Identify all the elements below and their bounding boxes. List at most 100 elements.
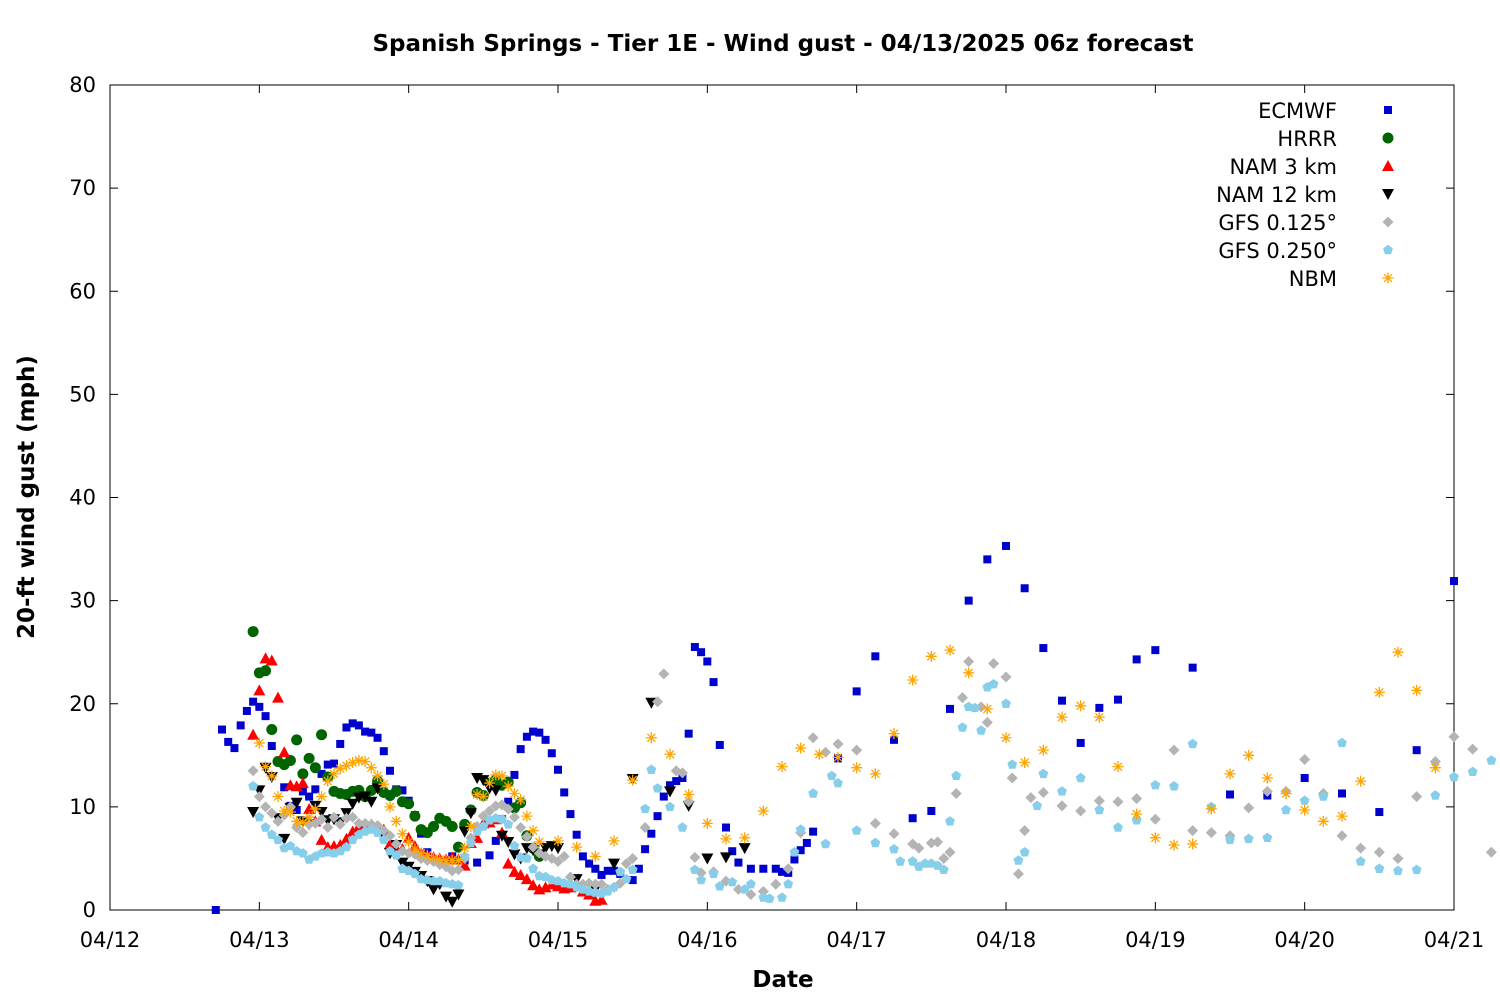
nam-12-km-point (552, 843, 564, 855)
ecmwf-point (504, 797, 513, 806)
nam-12-km-point (664, 786, 676, 798)
nbm-point (459, 842, 471, 854)
gfs-0-125-point (1299, 753, 1311, 765)
series-nbm (253, 644, 1441, 866)
x-tick-label: 04/21 (1424, 928, 1485, 952)
gfs-0-250-point (808, 788, 819, 798)
y-tick-label: 50 (69, 382, 96, 406)
x-axis: 04/12 04/13 04/14 04/15 04/16 04/17 04/18 04/19… (80, 85, 1485, 952)
nam-12-km-point (464, 808, 477, 820)
gfs-0-250-point (677, 822, 688, 832)
nbm-point (888, 728, 900, 740)
nam-12-km-point (278, 833, 291, 845)
ecmwf-point (690, 643, 699, 652)
nbm-point (907, 674, 919, 686)
ecmwf-point (566, 810, 575, 819)
ecmwf-point (535, 728, 544, 737)
nam-12-km-point (608, 858, 620, 870)
y-tick-label: 30 (69, 589, 96, 613)
ecmwf-point (715, 741, 724, 749)
legend-marker (1382, 189, 1394, 200)
ecmwf-point (1002, 541, 1010, 550)
gfs-0-125-point (938, 852, 950, 864)
ecmwf-point (628, 876, 637, 885)
gfs-0-125-point (963, 655, 975, 667)
nbm-point (720, 833, 732, 845)
gfs-0-250-point (652, 783, 663, 793)
nbm-point (664, 748, 676, 760)
nbm-point (1037, 744, 1049, 756)
hrrr-point (316, 729, 328, 741)
gfs-0-250-point (640, 803, 651, 814)
gfs-0-250-point (889, 844, 899, 854)
nam-12-km-point (502, 836, 515, 848)
nbm-point (521, 810, 533, 822)
nbm-point (465, 820, 477, 832)
ecmwf-point (261, 712, 270, 721)
gfs-0-250-point (621, 873, 632, 884)
ecmwf-point (330, 759, 338, 768)
gfs-0-250-point (1094, 804, 1105, 815)
ecmwf-point (653, 812, 662, 821)
gfs-0-125-point (1006, 772, 1018, 784)
gfs-0-250-point (764, 893, 775, 903)
nbm-point (589, 850, 601, 862)
gfs-0-250-point (285, 840, 296, 851)
ecmwf-point (1338, 789, 1346, 798)
gfs-0-250-point (1001, 698, 1011, 708)
nbm-point (322, 775, 334, 787)
nbm-point (440, 855, 452, 866)
ecmwf-point (298, 787, 307, 796)
ecmwf-point (354, 721, 363, 730)
legend-label: GFS 0.125° (1218, 211, 1337, 235)
gfs-0-125-point (484, 805, 496, 817)
gfs-0-250-point (1113, 822, 1123, 832)
nbm-point (452, 855, 464, 866)
x-tick-label: 04/19 (1125, 928, 1186, 952)
y-tick-label: 10 (69, 795, 96, 819)
nbm-point (309, 803, 321, 815)
y-axis-label: 20-ft wind gust (mph) (14, 355, 40, 639)
nam-3-km-point (527, 879, 540, 891)
y-axis: 0 10 20 30 40 50 60 70 80 (69, 73, 1454, 922)
gfs-0-250-point (745, 879, 756, 889)
nbm-point (253, 737, 265, 749)
gfs-0-250-point (783, 879, 794, 889)
nbm-point (1019, 757, 1031, 769)
gfs-0-250-point (1299, 795, 1310, 805)
gfs-0-250-point (459, 851, 470, 861)
ecmwf-point (728, 847, 737, 856)
hrrr-point (303, 752, 315, 764)
gfs-0-125-point (297, 827, 309, 839)
ecmwf-point (927, 807, 936, 815)
gfs-0-125-point (932, 836, 944, 848)
nbm-point (1392, 646, 1404, 658)
gfs-0-125-point (1205, 827, 1217, 839)
ecmwf-point (267, 742, 276, 751)
nbm-point (496, 770, 508, 782)
ecmwf-point (734, 858, 743, 867)
gfs-0-250-point (820, 838, 831, 849)
x-tick-label: 04/18 (976, 928, 1037, 952)
gfs-0-125-point (515, 822, 527, 833)
ecmwf-point (211, 906, 220, 914)
gfs-0-250-point (297, 848, 308, 858)
hrrr-point (297, 768, 309, 780)
nbm-point (1317, 815, 1329, 827)
ecmwf-point (292, 805, 301, 814)
hrrr-point (291, 734, 303, 746)
nbm-point (776, 761, 788, 773)
nam-12-km-point (508, 849, 521, 861)
nbm-point (421, 849, 433, 861)
gfs-0-250-point (665, 801, 675, 812)
gfs-0-250-point (1393, 865, 1403, 875)
gfs-0-125-point (1373, 846, 1385, 858)
legend-label: NAM 12 km (1216, 183, 1337, 207)
ecmwf-point (908, 814, 917, 823)
gfs-0-250-point (453, 880, 464, 890)
ecmwf-point (367, 728, 376, 737)
nam-12-km-point (247, 807, 260, 819)
gfs-0-250-point (714, 881, 725, 891)
gfs-0-250-point (1032, 800, 1043, 811)
legend-marker (1384, 106, 1392, 114)
